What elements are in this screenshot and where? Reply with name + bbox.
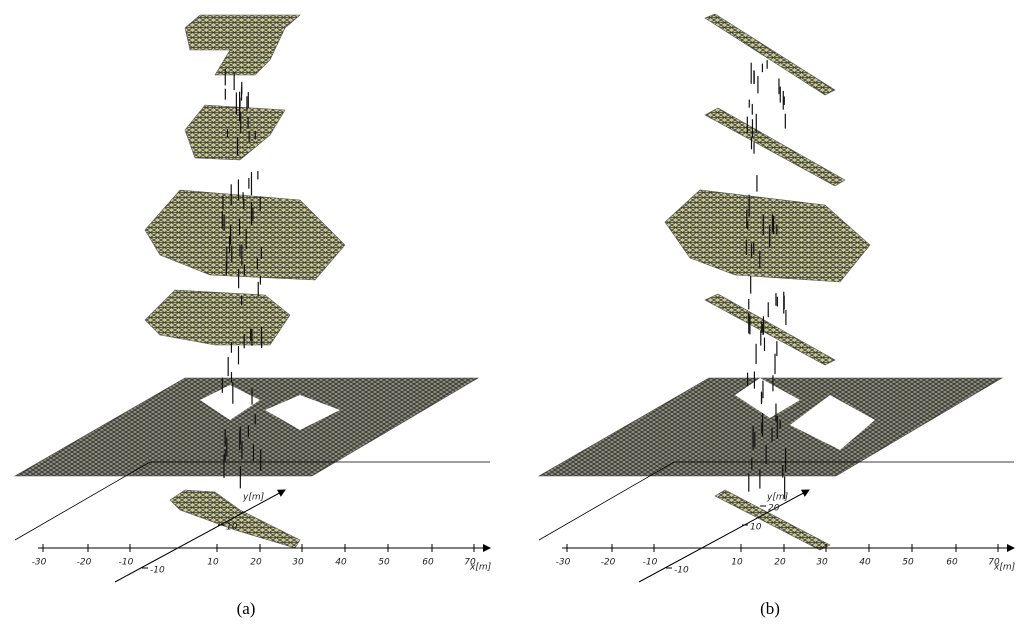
page: {"panels": [ {"caption": "(a)", "x_ticks… [0,0,1025,628]
floor [705,14,835,95]
x-tick-label: 60 [946,558,958,568]
floor [170,490,300,548]
ground-floor [15,378,478,476]
floor [705,294,835,365]
floor [185,15,300,75]
x-tick-label: 40 [859,558,871,568]
x-tick-label: 60 [422,558,434,568]
y-tick-label: -10 [150,566,165,576]
y-axis-label: y[m] [766,493,789,503]
x-tick-label: -10 [119,558,134,568]
x-tick-label: 50 [902,558,914,568]
x-tick-label: 40 [335,558,347,568]
y-axis [639,490,809,582]
y-tick-label: -10 [674,566,689,576]
x-tick-label: 10 [731,558,743,568]
y-tick-label: 20 [768,504,780,514]
x-axis-label: x[m] [993,563,1016,573]
x-tick-label: 10 [207,558,219,568]
figure: -30-20-1010203040506070x[m]y[m]10-10(a)-… [0,0,1025,628]
x-tick-label: -20 [601,558,616,568]
floor [185,105,285,160]
y-tick-label: 10 [750,523,762,533]
caption: (a) [237,599,256,618]
floor [665,190,870,282]
y-axis-label: y[m] [242,493,265,503]
y-tick-label: 10 [226,523,238,533]
x-tick-label: -20 [77,558,92,568]
floor [705,108,845,186]
x-tick-label: 30 [816,558,828,568]
x-tick-label: 20 [774,558,786,568]
x-tick-label: -30 [32,558,47,568]
x-tick-label: -30 [556,558,571,568]
caption: (b) [760,599,780,618]
x-tick-label: -10 [643,558,658,568]
x-axis-label: x[m] [469,563,492,573]
x-tick-label: 30 [292,558,304,568]
x-tick-label: 50 [378,558,390,568]
x-tick-label: 20 [250,558,262,568]
floor [145,290,290,345]
